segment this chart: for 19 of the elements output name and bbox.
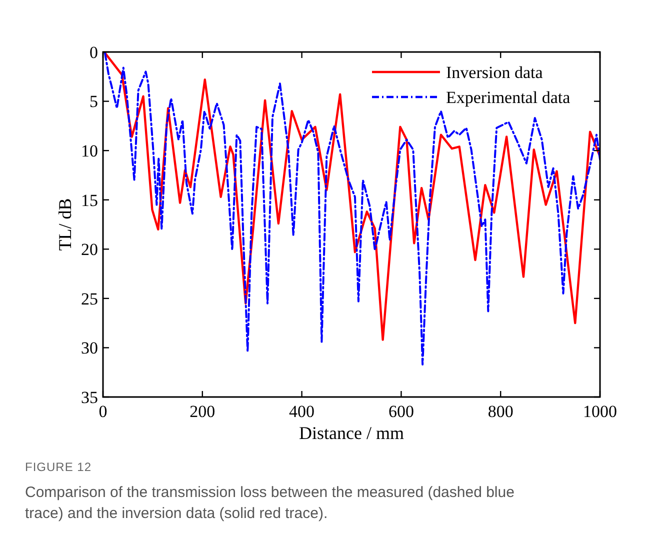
x-axis-title: Distance / mm bbox=[299, 423, 404, 443]
x-tick-label: 1000 bbox=[583, 402, 617, 421]
legend-label: Experimental data bbox=[446, 88, 571, 107]
y-tick-label: 35 bbox=[81, 388, 98, 407]
y-tick-label: 15 bbox=[81, 190, 98, 210]
x-tick-label: 400 bbox=[289, 402, 315, 421]
y-tick-label: 30 bbox=[81, 338, 98, 358]
x-tick-label: 200 bbox=[190, 402, 216, 421]
caption: FIGURE 12 bbox=[25, 460, 92, 474]
y-tick-label: 10 bbox=[81, 142, 98, 161]
y-tick-label: 20 bbox=[81, 240, 98, 260]
x-tick-label: 800 bbox=[488, 402, 514, 421]
x-tick-label: 600 bbox=[388, 402, 414, 421]
y-axis-title: TL/ dB bbox=[55, 198, 75, 251]
y-tick-label: 0 bbox=[90, 42, 98, 62]
text: Comparison of the transmission loss between the measured (dashed blue trace) and the inversion data (solid red trace). bbox=[25, 484, 514, 522]
y-tick-label: 25 bbox=[81, 289, 98, 308]
legend-label: Inversion data bbox=[446, 62, 544, 82]
y-tick-label: 5 bbox=[90, 92, 98, 112]
